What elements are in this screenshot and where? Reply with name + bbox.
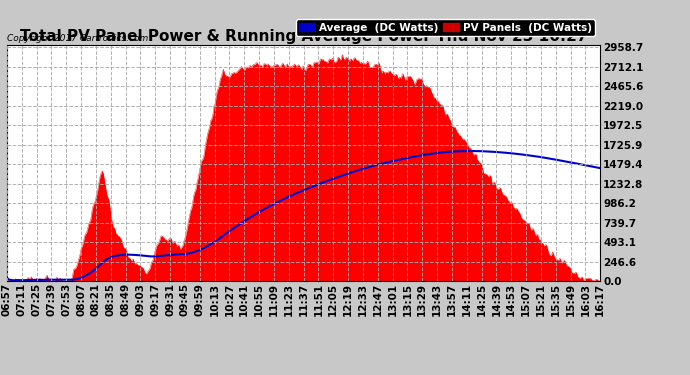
Legend: Average  (DC Watts), PV Panels  (DC Watts): Average (DC Watts), PV Panels (DC Watts) [296,20,595,36]
Text: Copyright 2017 Cartronics.com: Copyright 2017 Cartronics.com [7,34,148,43]
Title: Total PV Panel Power & Running Average Power Thu Nov 23 16:27: Total PV Panel Power & Running Average P… [20,29,587,44]
